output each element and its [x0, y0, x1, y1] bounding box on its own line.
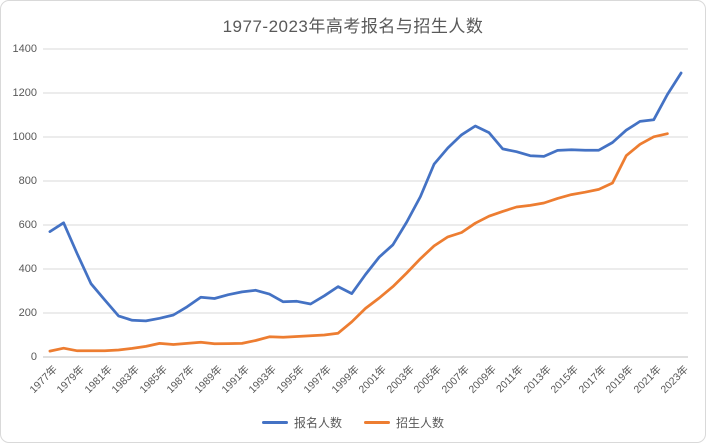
legend-item-zhaosheng: 招生人数 [364, 414, 444, 431]
legend-line-swatch-blue [261, 420, 288, 424]
chart-title: 1977-2023年高考报名与招生人数 [222, 17, 484, 36]
legend-label-baoming: 报名人数 [293, 415, 342, 430]
legend: 报名人数 招生人数 [1, 412, 705, 432]
y-tick-label-1000: 1000 [12, 131, 37, 143]
legend-line-swatch-orange [364, 420, 390, 424]
y-tick-label-1200: 1200 [12, 87, 37, 99]
series-line-zhaosheng [48, 132, 669, 353]
y-tick-label-1400: 1400 [12, 43, 37, 55]
legend-label-zhaosheng: 招生人数 [396, 415, 445, 430]
y-tick-label-600: 600 [18, 219, 37, 231]
y-tick-label-400: 400 [18, 263, 37, 275]
legend-item-baoming: 报名人数 [261, 414, 342, 431]
series-line-baoming [48, 71, 683, 323]
y-tick-label-0: 0 [30, 351, 37, 363]
y-tick-label-200: 200 [18, 307, 37, 319]
y-tick-label-800: 800 [18, 175, 37, 187]
